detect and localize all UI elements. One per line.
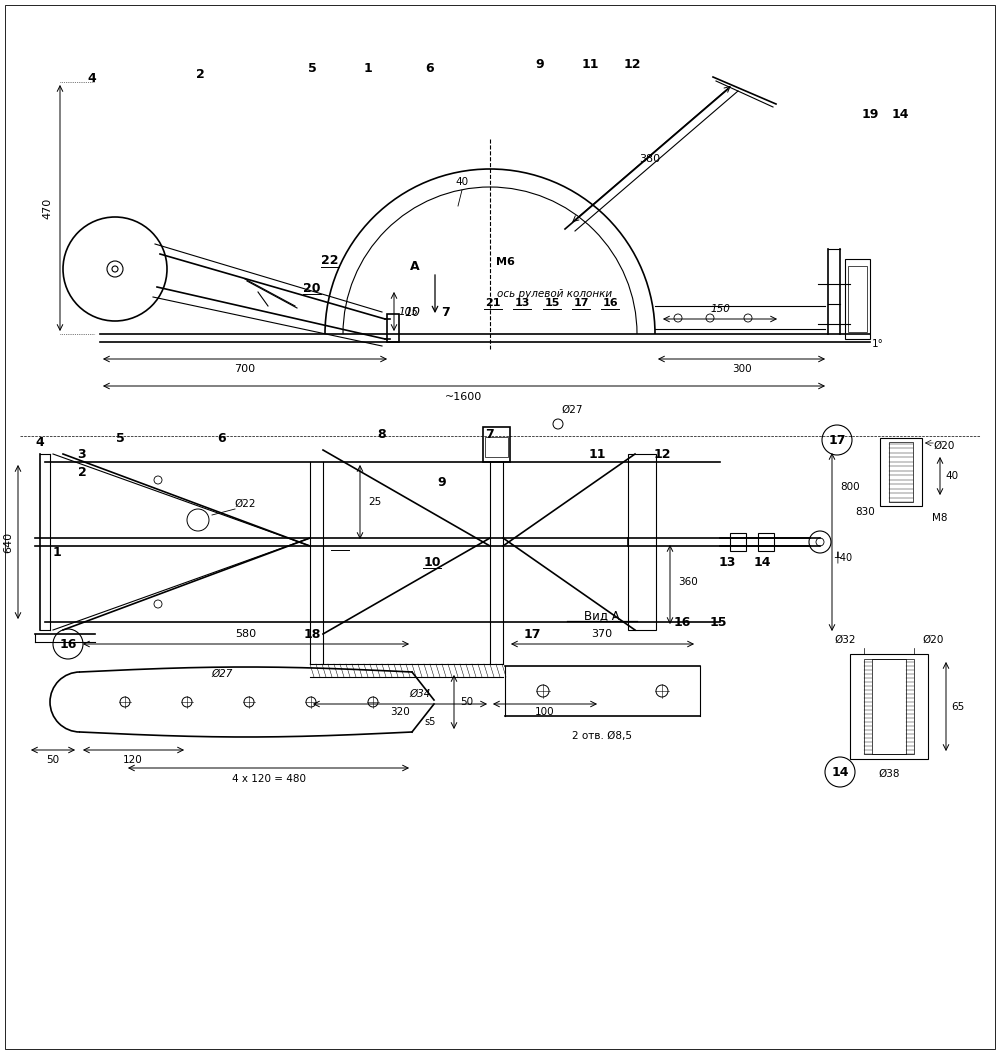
Text: 18: 18 <box>303 627 321 641</box>
Text: 14: 14 <box>831 765 849 779</box>
Text: 12: 12 <box>653 448 671 461</box>
Text: 17: 17 <box>573 298 589 308</box>
Text: 3: 3 <box>78 448 86 461</box>
Text: 25: 25 <box>368 497 382 507</box>
Text: 700: 700 <box>234 364 256 374</box>
Text: Ø32: Ø32 <box>834 635 856 645</box>
Bar <box>864 659 914 754</box>
Bar <box>485 437 508 457</box>
Text: 800: 800 <box>840 482 860 492</box>
Text: 12: 12 <box>623 58 641 71</box>
Text: ось рулевой колонки: ось рулевой колонки <box>497 289 613 299</box>
Text: 5: 5 <box>308 62 316 76</box>
Text: Ø27: Ø27 <box>211 669 233 679</box>
Text: 20: 20 <box>303 281 321 294</box>
Text: Ø20: Ø20 <box>933 441 955 451</box>
Text: ╀40: ╀40 <box>834 551 852 563</box>
Text: s5: s5 <box>424 717 436 727</box>
Text: 470: 470 <box>42 197 52 218</box>
Text: 1: 1 <box>53 546 61 559</box>
Text: 5: 5 <box>116 431 124 445</box>
Text: 17: 17 <box>523 627 541 641</box>
Text: 1°: 1° <box>872 339 884 349</box>
Text: 40: 40 <box>945 471 959 481</box>
Text: 10: 10 <box>423 555 441 568</box>
Text: 300: 300 <box>732 364 752 374</box>
Text: 16: 16 <box>673 616 691 628</box>
Bar <box>730 533 746 551</box>
Text: Ø34: Ø34 <box>409 689 431 699</box>
Text: 50: 50 <box>46 755 60 765</box>
Text: 640: 640 <box>3 531 13 552</box>
Bar <box>850 653 928 759</box>
Text: 580: 580 <box>235 629 257 639</box>
Text: 7: 7 <box>441 306 449 318</box>
Text: A: A <box>410 260 420 273</box>
Bar <box>848 266 867 332</box>
Text: 22: 22 <box>321 254 339 268</box>
Bar <box>889 442 913 502</box>
Text: Ø20: Ø20 <box>922 635 944 645</box>
Text: 10: 10 <box>404 306 420 318</box>
Bar <box>758 533 774 551</box>
Text: 4: 4 <box>36 435 44 449</box>
Text: 320: 320 <box>390 707 410 717</box>
Text: 16: 16 <box>602 298 618 308</box>
Text: 14: 14 <box>891 108 909 120</box>
Text: 2: 2 <box>196 67 204 80</box>
Text: 4: 4 <box>88 73 96 85</box>
Text: Ø22: Ø22 <box>234 499 256 509</box>
Bar <box>872 659 906 754</box>
Text: 360: 360 <box>678 577 698 587</box>
Text: Ø38: Ø38 <box>878 769 900 779</box>
Text: 830: 830 <box>855 507 875 518</box>
Text: Вид А: Вид А <box>584 609 620 623</box>
Text: 380: 380 <box>639 154 661 164</box>
Text: 2: 2 <box>78 466 86 479</box>
Text: ~1600: ~1600 <box>445 392 483 402</box>
Text: 4 x 120 = 480: 4 x 120 = 480 <box>232 774 306 784</box>
Text: 11: 11 <box>588 448 606 461</box>
Text: 1: 1 <box>364 62 372 76</box>
Text: 15: 15 <box>544 298 560 308</box>
Text: 8: 8 <box>378 428 386 441</box>
Text: 21: 21 <box>485 298 501 308</box>
Text: 370: 370 <box>591 629 613 639</box>
Text: 19: 19 <box>861 108 879 120</box>
Text: 40: 40 <box>455 177 469 187</box>
Text: 120: 120 <box>123 755 143 765</box>
Text: М6: М6 <box>496 257 514 267</box>
Text: 11: 11 <box>581 58 599 71</box>
Text: 65: 65 <box>951 702 965 711</box>
Text: Ø27: Ø27 <box>561 405 583 415</box>
Text: 9: 9 <box>438 475 446 488</box>
Text: 17: 17 <box>828 433 846 447</box>
Text: 6: 6 <box>218 431 226 445</box>
Bar <box>387 314 399 341</box>
Text: 105: 105 <box>398 307 418 317</box>
Text: 16: 16 <box>59 638 77 650</box>
Text: 2 отв. Ø8,5: 2 отв. Ø8,5 <box>572 731 632 741</box>
Text: 9: 9 <box>536 58 544 71</box>
Text: 6: 6 <box>426 62 434 76</box>
Text: 14: 14 <box>753 555 771 568</box>
Text: 15: 15 <box>709 616 727 628</box>
Text: 7: 7 <box>486 428 494 441</box>
Bar <box>845 259 870 339</box>
Text: 100: 100 <box>535 707 555 717</box>
Text: М8: М8 <box>932 513 948 523</box>
Text: 13: 13 <box>718 555 736 568</box>
Text: 50: 50 <box>460 697 474 707</box>
Bar <box>628 454 656 630</box>
Bar <box>880 438 922 506</box>
Text: 150: 150 <box>710 304 730 314</box>
Text: 13: 13 <box>514 298 530 308</box>
Bar <box>483 427 510 462</box>
